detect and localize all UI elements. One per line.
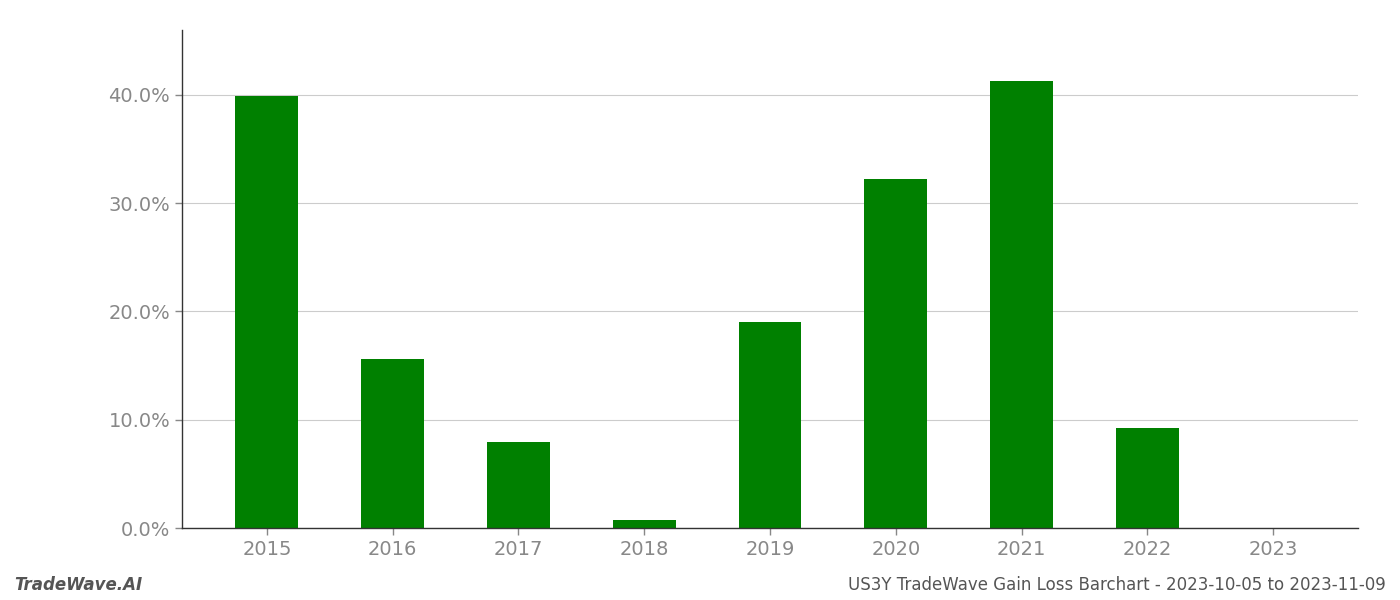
Bar (361, 359, 424, 528)
Bar (990, 81, 1053, 528)
Bar (613, 520, 676, 528)
Bar (487, 442, 550, 528)
Bar (1116, 428, 1179, 528)
Bar (739, 322, 801, 528)
Text: US3Y TradeWave Gain Loss Barchart - 2023-10-05 to 2023-11-09: US3Y TradeWave Gain Loss Barchart - 2023… (848, 576, 1386, 594)
Text: TradeWave.AI: TradeWave.AI (14, 576, 143, 594)
Bar (235, 96, 298, 528)
Bar (864, 179, 927, 528)
